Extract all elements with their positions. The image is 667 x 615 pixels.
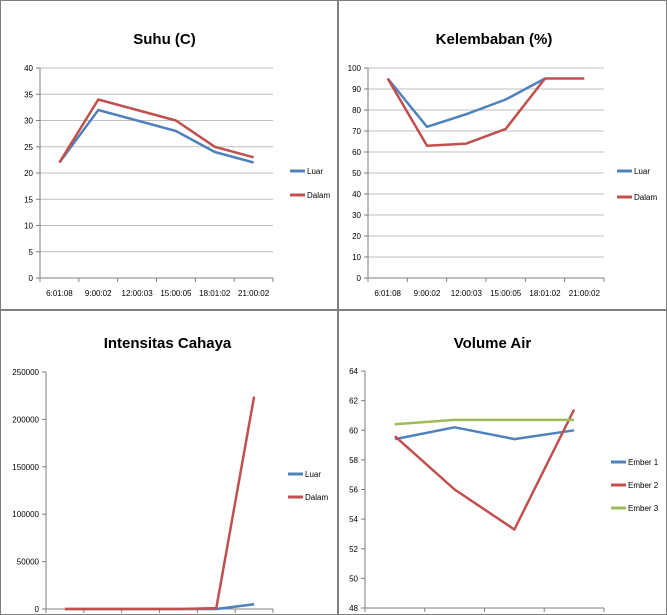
y-tick-label: 200000 bbox=[12, 415, 39, 424]
y-tick-label: 35 bbox=[24, 90, 33, 99]
legend-label-dalam: Dalam bbox=[307, 191, 330, 200]
chart-intensitas-cahaya: Intensitas Cahaya 0 50000 100000 150000 20000… bbox=[12, 335, 328, 614]
series-line-dalam bbox=[386, 77, 585, 147]
series-line-luar bbox=[58, 108, 254, 164]
chart-panel-kelembaban: Kelembaban (%) 0 10 20 30 40 50 60 70 80 90 100 6:01… bbox=[338, 0, 667, 310]
series-line-dalam bbox=[58, 98, 254, 164]
series-line-ember-2 bbox=[394, 408, 576, 531]
chart-panel-volume-air: Volume Air48505254565860626415:28:0315:2… bbox=[338, 310, 667, 615]
chart-title: Kelembaban (%) bbox=[436, 31, 553, 48]
x-tick-label: 9:00:02 bbox=[414, 289, 441, 298]
y-tick-label: 150000 bbox=[12, 463, 39, 472]
y-tick-label: 100000 bbox=[12, 510, 39, 519]
y-tick-label: 70 bbox=[352, 127, 361, 136]
legend-label-ember-2: Ember 2 bbox=[628, 481, 659, 490]
x-tick-label: 15:00:05 bbox=[490, 289, 522, 298]
y-tick-label: 52 bbox=[349, 545, 358, 554]
y-tick-label: 54 bbox=[349, 515, 358, 524]
chart-panel-intensitas-cahaya: Intensitas Cahaya 0 50000 100000 150000 20000… bbox=[0, 310, 338, 615]
series-line-dalam bbox=[64, 396, 256, 611]
legend-label-luar: Luar bbox=[634, 167, 650, 176]
x-tick-label: 18:01:02 bbox=[529, 289, 561, 298]
y-tick-label: 58 bbox=[349, 456, 358, 465]
x-tick-label: 12:00:03 bbox=[122, 289, 154, 298]
y-tick-label: 40 bbox=[352, 190, 361, 199]
y-tick-label: 48 bbox=[349, 604, 358, 613]
y-tick-label: 20 bbox=[352, 232, 361, 241]
y-tick-label: 56 bbox=[349, 486, 358, 495]
x-tick-label: 12:00:03 bbox=[451, 289, 483, 298]
y-tick-label: 15 bbox=[24, 195, 33, 204]
y-tick-label: 30 bbox=[352, 211, 361, 220]
series-line-ember-3 bbox=[394, 418, 575, 426]
y-tick-label: 80 bbox=[352, 106, 361, 115]
chart-volume-air: Volume Air48505254565860626415:28:0315:2… bbox=[349, 335, 659, 613]
x-tick-label: 21:00:02 bbox=[238, 289, 270, 298]
y-tick-label: 25 bbox=[24, 143, 33, 152]
chart-kelembaban: Kelembaban (%) 0 10 20 30 40 50 60 70 80 90 100 6:01… bbox=[348, 31, 658, 298]
x-tick-label: 6:01:08 bbox=[46, 289, 73, 298]
y-tick-label: 10 bbox=[24, 222, 33, 231]
y-tick-label: 90 bbox=[352, 85, 361, 94]
y-tick-label: 40 bbox=[24, 64, 33, 73]
x-tick-label: 21:00:02 bbox=[569, 289, 601, 298]
x-tick-label: 15:00:05 bbox=[160, 289, 192, 298]
legend-label-luar: Luar bbox=[305, 470, 321, 479]
y-tick-label: 0 bbox=[357, 274, 362, 283]
y-tick-label: 10 bbox=[352, 253, 361, 262]
series-line-ember-1 bbox=[394, 426, 575, 441]
y-tick-label: 60 bbox=[352, 148, 361, 157]
series-line-luar bbox=[386, 77, 546, 129]
y-tick-label: 50 bbox=[349, 574, 358, 583]
y-tick-label: 64 bbox=[349, 367, 358, 376]
y-tick-label: 250000 bbox=[12, 368, 39, 377]
y-tick-label: 5 bbox=[29, 248, 34, 257]
y-tick-label: 100 bbox=[348, 64, 362, 73]
y-tick-label: 30 bbox=[24, 117, 33, 126]
x-tick-label: 18:01:02 bbox=[199, 289, 231, 298]
y-tick-label: 62 bbox=[349, 397, 358, 406]
chart-title: Volume Air bbox=[454, 335, 532, 352]
y-tick-label: 0 bbox=[29, 274, 34, 283]
legend-label-luar: Luar bbox=[307, 167, 323, 176]
chart-panel-suhu: Suhu (C) 0 5 10 15 20 25 30 35 40 6:01:08 9:00:02 12… bbox=[0, 0, 338, 310]
y-tick-label: 50000 bbox=[17, 558, 40, 567]
y-tick-label: 50 bbox=[352, 169, 361, 178]
y-tick-label: 0 bbox=[35, 605, 40, 614]
y-tick-label: 60 bbox=[349, 426, 358, 435]
x-tick-label: 9:00:02 bbox=[85, 289, 112, 298]
chart-title: Suhu (C) bbox=[133, 31, 195, 48]
y-tick-label: 20 bbox=[24, 169, 33, 178]
legend-label-ember-3: Ember 3 bbox=[628, 504, 659, 513]
chart-suhu: Suhu (C) 0 5 10 15 20 25 30 35 40 6:01:08 9:00:02 12… bbox=[24, 31, 330, 298]
x-tick-label: 6:01:08 bbox=[374, 289, 401, 298]
legend-label-ember-1: Ember 1 bbox=[628, 458, 659, 467]
chart-title: Intensitas Cahaya bbox=[104, 335, 232, 352]
legend-label-dalam: Dalam bbox=[305, 493, 328, 502]
legend-label-dalam: Dalam bbox=[634, 193, 657, 202]
